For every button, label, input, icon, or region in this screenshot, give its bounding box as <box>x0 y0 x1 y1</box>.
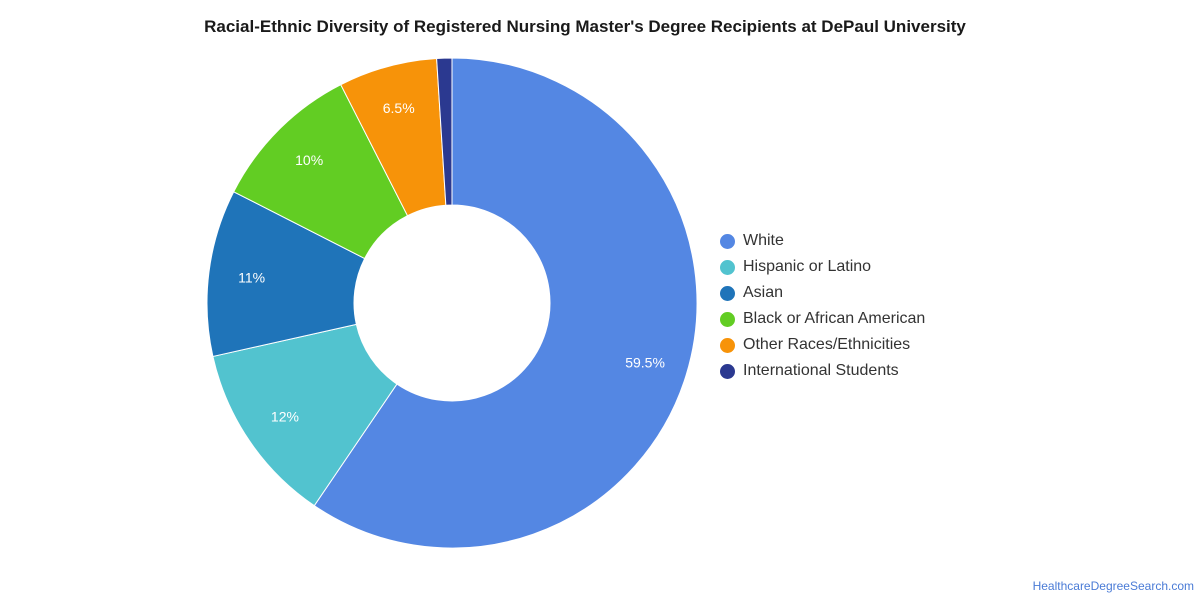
legend-swatch-hispanic-or-latino <box>720 259 735 275</box>
legend-label-international-students: International Students <box>743 362 899 379</box>
legend-label-black-or-african-american: Black or African American <box>743 310 926 327</box>
legend-label-hispanic-or-latino: Hispanic or Latino <box>743 258 872 275</box>
legend-swatch-asian <box>720 285 735 301</box>
legend-item-asian[interactable]: Asian <box>720 280 925 306</box>
chart-legend: White Hispanic or Latino Asian Black or Afr… <box>720 228 925 384</box>
legend-swatch-other-races-ethnicities <box>720 337 735 353</box>
legend-item-white[interactable]: White <box>720 228 925 254</box>
legend-item-international-students[interactable]: International Students <box>720 358 925 384</box>
legend-item-other-races-ethnicities[interactable]: Other Races/Ethnicities <box>720 332 925 358</box>
slice-international-students[interactable] <box>436 57 453 206</box>
source-link[interactable]: HealthcareDegreeSearch.com <box>1032 579 1194 593</box>
data-label-hispanic-or-latino: 12% <box>271 409 299 425</box>
legend-label-white: White <box>743 232 784 249</box>
legend-item-hispanic-or-latino[interactable]: Hispanic or Latino <box>720 254 925 280</box>
chart-title: Racial-Ethnic Diversity of Registered Nu… <box>204 17 966 36</box>
data-label-other-races-ethnicities: 6.5% <box>383 100 415 116</box>
legend-label-other-races-ethnicities: Other Races/Ethnicities <box>743 336 911 353</box>
slice-white[interactable] <box>313 57 698 549</box>
legend-swatch-international-students <box>720 363 735 379</box>
legend-swatch-black-or-african-american <box>720 311 735 327</box>
data-label-black-or-african-american: 10% <box>295 152 323 168</box>
legend-swatch-white <box>720 233 735 249</box>
data-label-asian: 11% <box>238 270 265 286</box>
legend-item-black-or-african-american[interactable]: Black or African American <box>720 306 925 332</box>
legend-label-asian: Asian <box>743 284 784 301</box>
slice-hispanic-or-latino[interactable] <box>212 323 398 507</box>
data-label-white: 59.5% <box>625 354 665 370</box>
